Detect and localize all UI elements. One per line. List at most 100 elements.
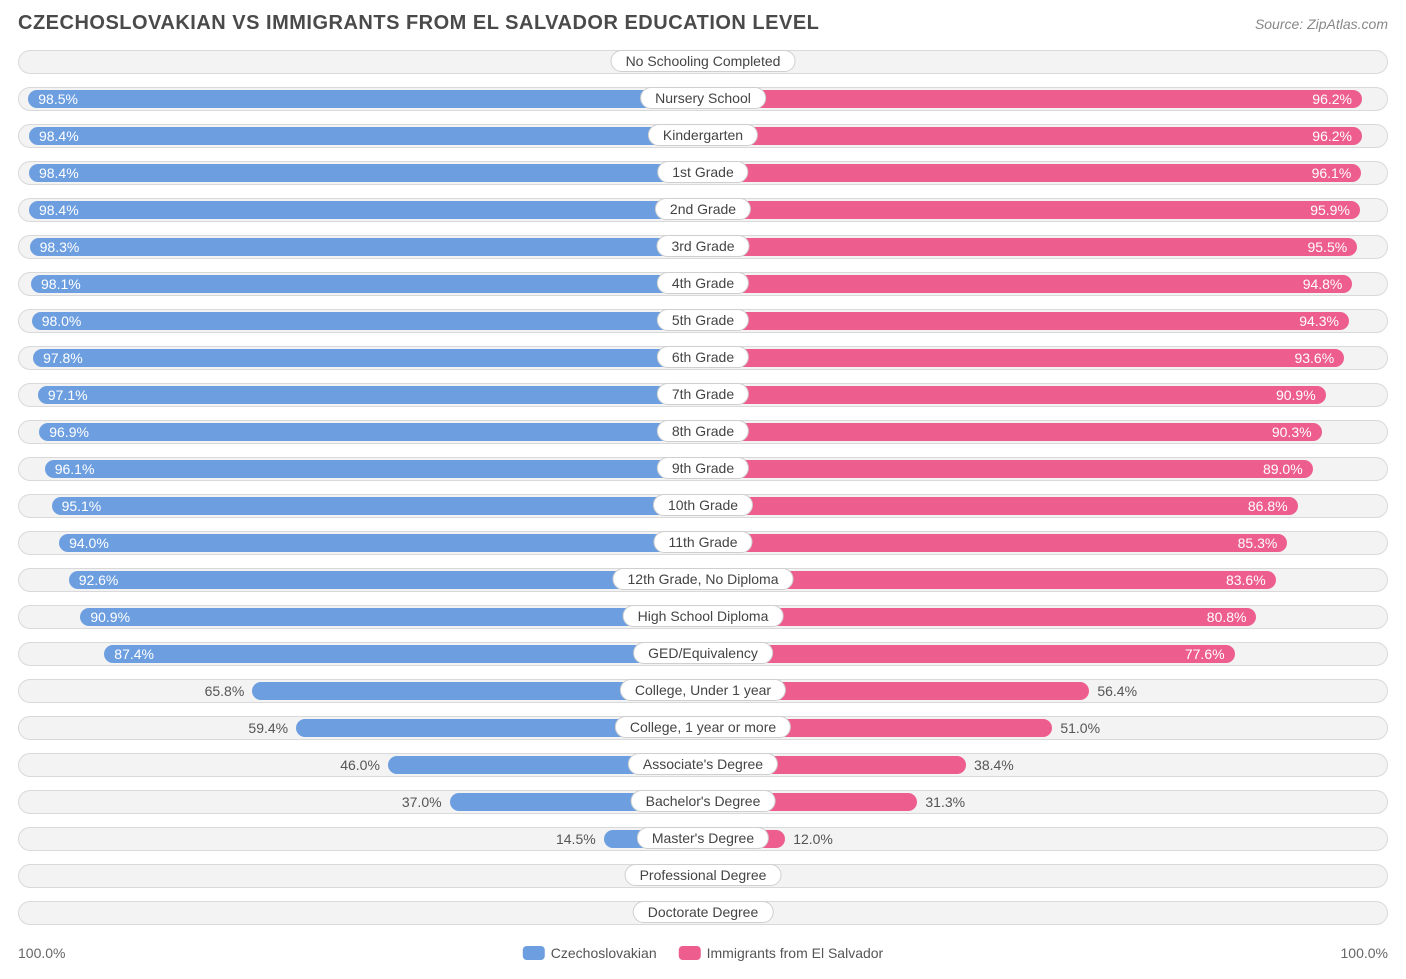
legend-item-right: Immigrants from El Salvador [679,945,884,961]
value-left: 87.4% [114,645,154,663]
value-right: 56.4% [1097,682,1137,700]
value-right: 95.9% [1310,201,1350,219]
value-left: 98.1% [41,275,81,293]
value-right: 95.5% [1307,238,1347,256]
chart-row: 59.4%51.0%College, 1 year or more [18,711,1388,744]
bar-left [31,275,703,293]
track-right [703,901,1388,925]
category-label: College, 1 year or more [615,716,791,738]
value-left: 96.9% [49,423,89,441]
track-left [18,827,703,851]
chart-row: 97.8%93.6%6th Grade [18,341,1388,374]
value-right: 96.2% [1312,127,1352,145]
chart-row: 98.0% 94.3% 5th Grade [18,304,1388,337]
bar-right [703,164,1361,182]
bar-right [703,386,1326,404]
chart-row: 98.1%94.8%4th Grade [18,267,1388,300]
chart-legend: Czechoslovakian Immigrants from El Salva… [523,945,883,961]
value-left: 98.0% [42,312,82,330]
bar-left [104,645,703,663]
bar-left [29,127,703,145]
chart-row: 46.0%38.4%Associate's Degree [18,748,1388,781]
chart-row: 4.2%3.5%Professional Degree [18,859,1388,892]
legend-label-right: Immigrants from El Salvador [707,945,884,961]
value-right: 12.0% [793,830,833,848]
category-label: 11th Grade [653,531,752,553]
track-right [703,50,1388,74]
value-left: 98.3% [40,238,80,256]
legend-label-left: Czechoslovakian [551,945,657,961]
chart-row: 14.5%12.0%Master's Degree [18,822,1388,855]
value-left: 98.4% [39,164,79,182]
chart-row: 90.9%80.8%High School Diploma [18,600,1388,633]
value-right: 93.6% [1294,349,1334,367]
chart-row: 97.1%90.9%7th Grade [18,378,1388,411]
value-right: 31.3% [925,793,965,811]
category-label: 8th Grade [657,420,749,442]
value-left: 14.5% [556,830,596,848]
bar-right [703,275,1352,293]
chart-row: 98.4%96.2%Kindergarten [18,119,1388,152]
track-left [18,50,703,74]
bar-left [29,164,703,182]
value-left: 97.1% [48,386,88,404]
chart-row: 37.0%31.3%Bachelor's Degree [18,785,1388,818]
bar-left [80,608,703,626]
value-left: 65.8% [205,682,245,700]
bar-right [703,349,1344,367]
category-label: Associate's Degree [628,753,778,775]
value-left: 98.5% [38,90,78,108]
bar-left [52,497,703,515]
value-left: 94.0% [69,534,109,552]
bar-left [69,571,703,589]
category-label: 7th Grade [657,383,749,405]
bar-left [59,534,703,552]
chart-row: 98.4%95.9%2nd Grade [18,193,1388,226]
bar-right [703,201,1360,219]
value-right: 90.3% [1272,423,1312,441]
bar-left [32,312,703,330]
category-label: No Schooling Completed [611,50,796,72]
category-label: 1st Grade [657,161,748,183]
legend-swatch-left [523,946,545,960]
bar-left [28,90,703,108]
value-left: 46.0% [340,756,380,774]
value-left: 90.9% [90,608,130,626]
value-left: 92.6% [79,571,119,589]
bar-right [703,90,1362,108]
chart-row: 87.4%77.6%GED/Equivalency [18,637,1388,670]
bar-right [703,423,1322,441]
bar-left [45,460,703,478]
bar-left [38,386,703,404]
category-label: High School Diploma [623,605,784,627]
category-label: 2nd Grade [655,198,751,220]
category-label: 4th Grade [657,272,749,294]
value-right: 96.1% [1312,164,1352,182]
value-right: 85.3% [1238,534,1278,552]
page-title: CZECHOSLOVAKIAN VS IMMIGRANTS FROM EL SA… [18,12,819,35]
bar-right [703,497,1298,515]
axis-max-right: 100.0% [1341,945,1388,961]
value-left: 97.8% [43,349,83,367]
bar-right [703,608,1256,626]
value-left: 96.1% [55,460,95,478]
bar-right [703,645,1235,663]
bar-right [703,238,1357,256]
chart-row: 94.0% 85.3% 11th Grade [18,526,1388,559]
category-label: 5th Grade [657,309,749,331]
bar-left [29,201,703,219]
chart-row: 1.6%3.9%No Schooling Completed [18,45,1388,78]
value-left: 37.0% [402,793,442,811]
category-label: Nursery School [640,87,766,109]
category-label: GED/Equivalency [633,642,773,664]
value-right: 51.0% [1060,719,1100,737]
source-label: Source: [1255,16,1303,32]
bar-left [30,238,703,256]
chart-row: 96.1%89.0%9th Grade [18,452,1388,485]
source-name: ZipAtlas.com [1307,16,1388,32]
bar-left [39,423,703,441]
category-label: Professional Degree [625,864,782,886]
value-right: 86.8% [1248,497,1288,515]
value-right: 94.3% [1299,312,1339,330]
bar-right [703,460,1313,478]
